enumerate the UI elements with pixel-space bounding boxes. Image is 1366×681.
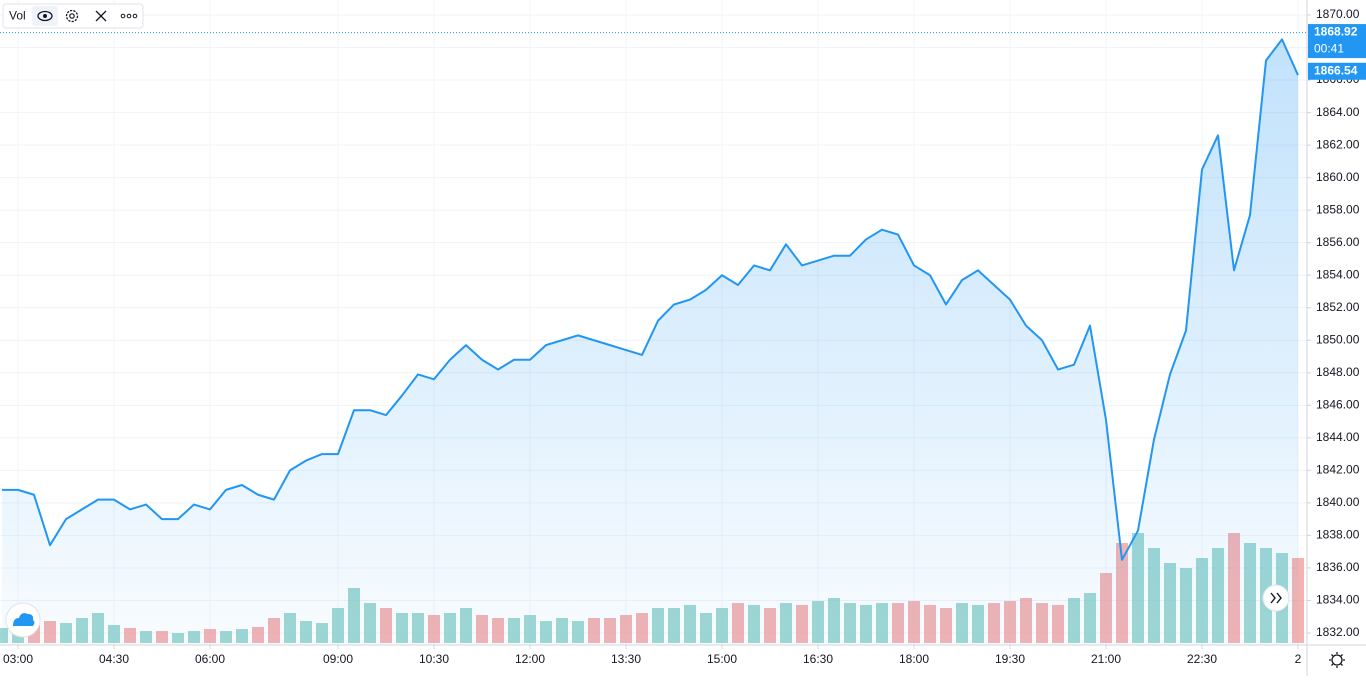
y-tick-label: 1844.00: [1316, 430, 1360, 444]
x-tick-label: 04:30: [99, 652, 129, 666]
y-tick-label: 1832.00: [1316, 625, 1360, 639]
y-tick-label: 1834.00: [1316, 593, 1360, 607]
x-tick-label: 13:30: [611, 652, 641, 666]
x-tick-label: 2: [1295, 652, 1302, 666]
y-tick-label: 1836.00: [1316, 560, 1360, 574]
legend-label: Vol: [9, 9, 26, 23]
axis-settings-button[interactable]: [1329, 652, 1345, 668]
x-tick-label: 10:30: [419, 652, 449, 666]
visibility-button[interactable]: [32, 6, 58, 26]
x-tick-label: 18:00: [899, 652, 929, 666]
y-tick-label: 1846.00: [1316, 397, 1360, 411]
price-badge: [1308, 62, 1366, 80]
more-button[interactable]: [120, 13, 138, 19]
price-line: [2, 38, 1299, 561]
x-tick-label: 19:30: [995, 652, 1025, 666]
price-badge-label: 1868.92: [1314, 25, 1358, 39]
y-tick-label: 1854.00: [1316, 267, 1360, 281]
scroll-to-latest-button[interactable]: [1262, 584, 1290, 612]
x-tick-label: 06:00: [195, 652, 225, 666]
price-badge: [1308, 24, 1366, 59]
y-tick-label: 1864.00: [1316, 105, 1360, 119]
volume-legend: Vol: [2, 3, 144, 29]
y-tick-label: 1838.00: [1316, 528, 1360, 542]
y-tick-label: 1840.00: [1316, 495, 1360, 509]
price-badge-label: 1866.54: [1314, 63, 1358, 77]
x-tick-label: 09:00: [323, 652, 353, 666]
y-tick-label: 1842.00: [1316, 463, 1360, 477]
x-tick-label: 16:30: [803, 652, 833, 666]
settings-button[interactable]: [65, 9, 79, 23]
y-tick-label: 1848.00: [1316, 365, 1360, 379]
x-tick-label: 03:00: [3, 652, 33, 666]
axes-layer: 1832.00 1834.00 1836.00 1838.00 1840.00 1842.…: [0, 7, 1366, 666]
area-fill: [2, 39, 1298, 646]
plot-layer: [2, 38, 1299, 646]
x-tick-label: 22:30: [1187, 652, 1217, 666]
y-tick-label: 1852.00: [1316, 300, 1360, 314]
x-tick-label: 15:00: [707, 652, 737, 666]
y-tick-label: 1862.00: [1316, 137, 1360, 151]
x-tick-label: 21:00: [1091, 652, 1121, 666]
y-tick-label: 1856.00: [1316, 235, 1360, 249]
y-tick-label: 1850.00: [1316, 332, 1360, 346]
x-tick-label: 12:00: [515, 652, 545, 666]
remove-button[interactable]: [95, 10, 107, 22]
logo-button[interactable]: [5, 602, 41, 638]
y-tick-label: 1858.00: [1316, 202, 1360, 216]
y-tick-label: 1870.00: [1316, 7, 1360, 21]
countdown-label: 00:41: [1314, 42, 1344, 56]
y-tick-label: 1860.00: [1316, 170, 1360, 184]
